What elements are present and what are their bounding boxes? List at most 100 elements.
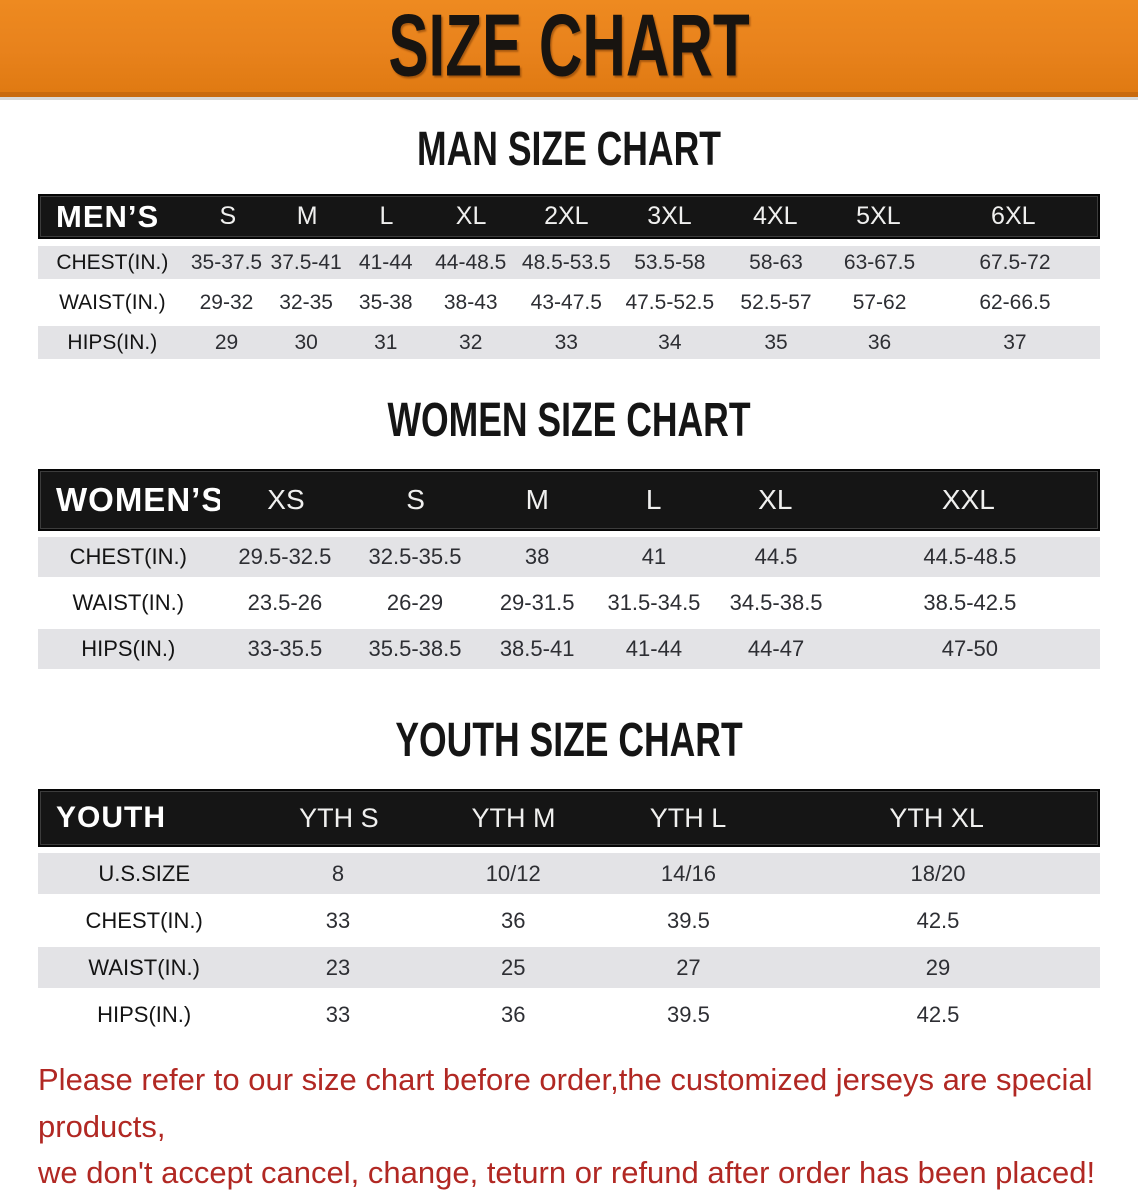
row-label: HIPS(IN.) [81, 636, 176, 661]
table-row: HIPS(IN.) 29 30 31 32 33 34 35 36 37 [38, 326, 1100, 359]
table-header-cell: XL [455, 202, 487, 230]
table-header-cell: S [219, 202, 237, 230]
banner-title: SIZE CHART [388, 0, 750, 95]
table-row: WAIST(IN.) 29-32 32-35 35-38 38-43 43-47… [38, 286, 1100, 319]
table-cell: 41 [641, 544, 667, 569]
table-header-cell: XS [267, 484, 305, 515]
table-row: WAIST(IN.) 23 25 27 29 [38, 947, 1100, 988]
table-cell: 29-31.5 [499, 590, 575, 615]
table-cell: 33-35.5 [247, 636, 323, 661]
mens-size-table: MEN’S S M L XL 2XL 3XL 4XL 5XL 6XL CHEST… [38, 194, 1100, 359]
table-cell: 43-47.5 [530, 290, 602, 314]
table-cell: 44-48.5 [435, 250, 507, 274]
table-cell: 34.5-38.5 [729, 590, 823, 615]
table-header-cell: WOMEN’S [56, 481, 220, 518]
table-row: CHEST(IN.) 29.5-32.5 32.5-35.5 38 41 44.… [38, 537, 1100, 577]
table-cell: 62-66.5 [979, 290, 1051, 314]
table-cell: 31.5-34.5 [607, 590, 701, 615]
youth-section-heading: YOUTH SIZE CHART [395, 714, 743, 767]
table-cell: 33 [325, 907, 351, 933]
table-cell: 33 [325, 1001, 351, 1027]
table-cell: 33 [554, 330, 578, 354]
table-cell: 32 [459, 330, 483, 354]
disclaimer-text: Please refer to our size chart before or… [0, 1057, 1138, 1197]
table-header-cell: L [379, 202, 394, 230]
table-header-cell: 3XL [647, 202, 692, 230]
table-cell: 29.5-32.5 [238, 544, 332, 569]
table-header-cell: 5XL [856, 202, 901, 230]
table-cell: 36 [500, 907, 526, 933]
table-header-cell: S [406, 484, 425, 515]
table-cell: 26-29 [386, 590, 444, 615]
table-cell: 8 [331, 860, 345, 886]
row-label: WAIST(IN.) [88, 954, 200, 980]
banner-underline [0, 97, 1138, 100]
table-cell: 10/12 [485, 860, 541, 886]
row-label: HIPS(IN.) [67, 330, 158, 354]
table-cell: 38-43 [443, 290, 498, 314]
womens-table-header-row: WOMEN’S XS S M L XL XXL [38, 469, 1100, 531]
womens-size-table: WOMEN’S XS S M L XL XXL CHEST(IN.) 29.5-… [38, 469, 1100, 669]
table-cell: 34 [658, 330, 682, 354]
man-section-heading: MAN SIZE CHART [417, 123, 721, 176]
table-row: CHEST(IN.) 33 36 39.5 42.5 [38, 900, 1100, 941]
row-label: CHEST(IN.) [56, 250, 169, 274]
table-row: HIPS(IN.) 33 36 39.5 42.5 [38, 994, 1100, 1035]
table-cell: 27 [676, 954, 701, 980]
table-cell: 36 [500, 1001, 526, 1027]
table-header-cell: YTH S [299, 802, 379, 833]
table-cell: 63-67.5 [843, 250, 916, 274]
mens-table-header-row: MEN’S S M L XL 2XL 3XL 4XL 5XL 6XL [38, 194, 1100, 239]
row-label: CHEST(IN.) [69, 544, 187, 569]
disclaimer-line-1: Please refer to our size chart before or… [38, 1062, 1093, 1144]
table-cell: 47.5-52.5 [625, 290, 715, 314]
table-row: HIPS(IN.) 33-35.5 35.5-38.5 38.5-41 41-4… [38, 629, 1100, 669]
table-header-cell: YTH XL [889, 802, 984, 833]
table-cell: 42.5 [916, 907, 960, 933]
table-cell: 29 [214, 330, 239, 354]
table-cell: 14/16 [660, 860, 716, 886]
table-cell: 31 [374, 330, 398, 354]
table-cell: 44-47 [747, 636, 805, 661]
table-cell: 41-44 [625, 636, 683, 661]
table-cell: 47-50 [941, 636, 999, 661]
table-row: CHEST(IN.) 35-37.5 37.5-41 41-44 44-48.5… [38, 246, 1100, 279]
table-header-cell: L [645, 484, 662, 515]
table-cell: 38.5-41 [499, 636, 575, 661]
table-cell: 42.5 [916, 1001, 960, 1027]
table-cell: 23.5-26 [247, 590, 323, 615]
table-header-cell: M [525, 484, 549, 515]
table-cell: 35.5-38.5 [368, 636, 462, 661]
size-chart-banner: SIZE CHART [0, 0, 1138, 97]
table-cell: 37 [1003, 330, 1027, 354]
table-cell: 35-37.5 [190, 250, 263, 274]
women-section-heading: WOMEN SIZE CHART [387, 394, 751, 447]
table-cell: 48.5-53.5 [521, 250, 611, 274]
table-cell: 35 [764, 330, 788, 354]
disclaimer-line-2: we don't accept cancel, change, teturn o… [38, 1155, 1096, 1190]
table-cell: 23 [325, 954, 351, 980]
table-cell: 52.5-57 [740, 290, 812, 314]
table-header-cell: XXL [941, 484, 995, 515]
table-row: WAIST(IN.) 23.5-26 26-29 29-31.5 31.5-34… [38, 583, 1100, 623]
row-label: U.S.SIZE [98, 860, 191, 886]
table-cell: 29 [925, 954, 951, 980]
table-header-cell: 4XL [753, 202, 798, 230]
table-header-cell: YOUTH [56, 801, 166, 834]
table-cell: 32-35 [279, 290, 333, 314]
table-cell: 18/20 [910, 860, 966, 886]
table-cell: 37.5-41 [270, 250, 342, 274]
table-cell: 41-44 [358, 250, 413, 274]
table-header-cell: XL [758, 484, 793, 515]
table-cell: 39.5 [667, 907, 710, 933]
table-cell: 38 [524, 544, 550, 569]
table-row: U.S.SIZE 8 10/12 14/16 18/20 [38, 853, 1100, 894]
table-cell: 38.5-42.5 [923, 590, 1017, 615]
table-cell: 30 [294, 330, 318, 354]
table-header-cell: YTH M [471, 802, 556, 833]
table-header-cell: YTH L [649, 802, 727, 833]
table-cell: 57-62 [852, 290, 907, 314]
table-header-cell: M [296, 202, 318, 230]
table-cell: 67.5-72 [979, 250, 1051, 274]
table-cell: 25 [500, 954, 526, 980]
